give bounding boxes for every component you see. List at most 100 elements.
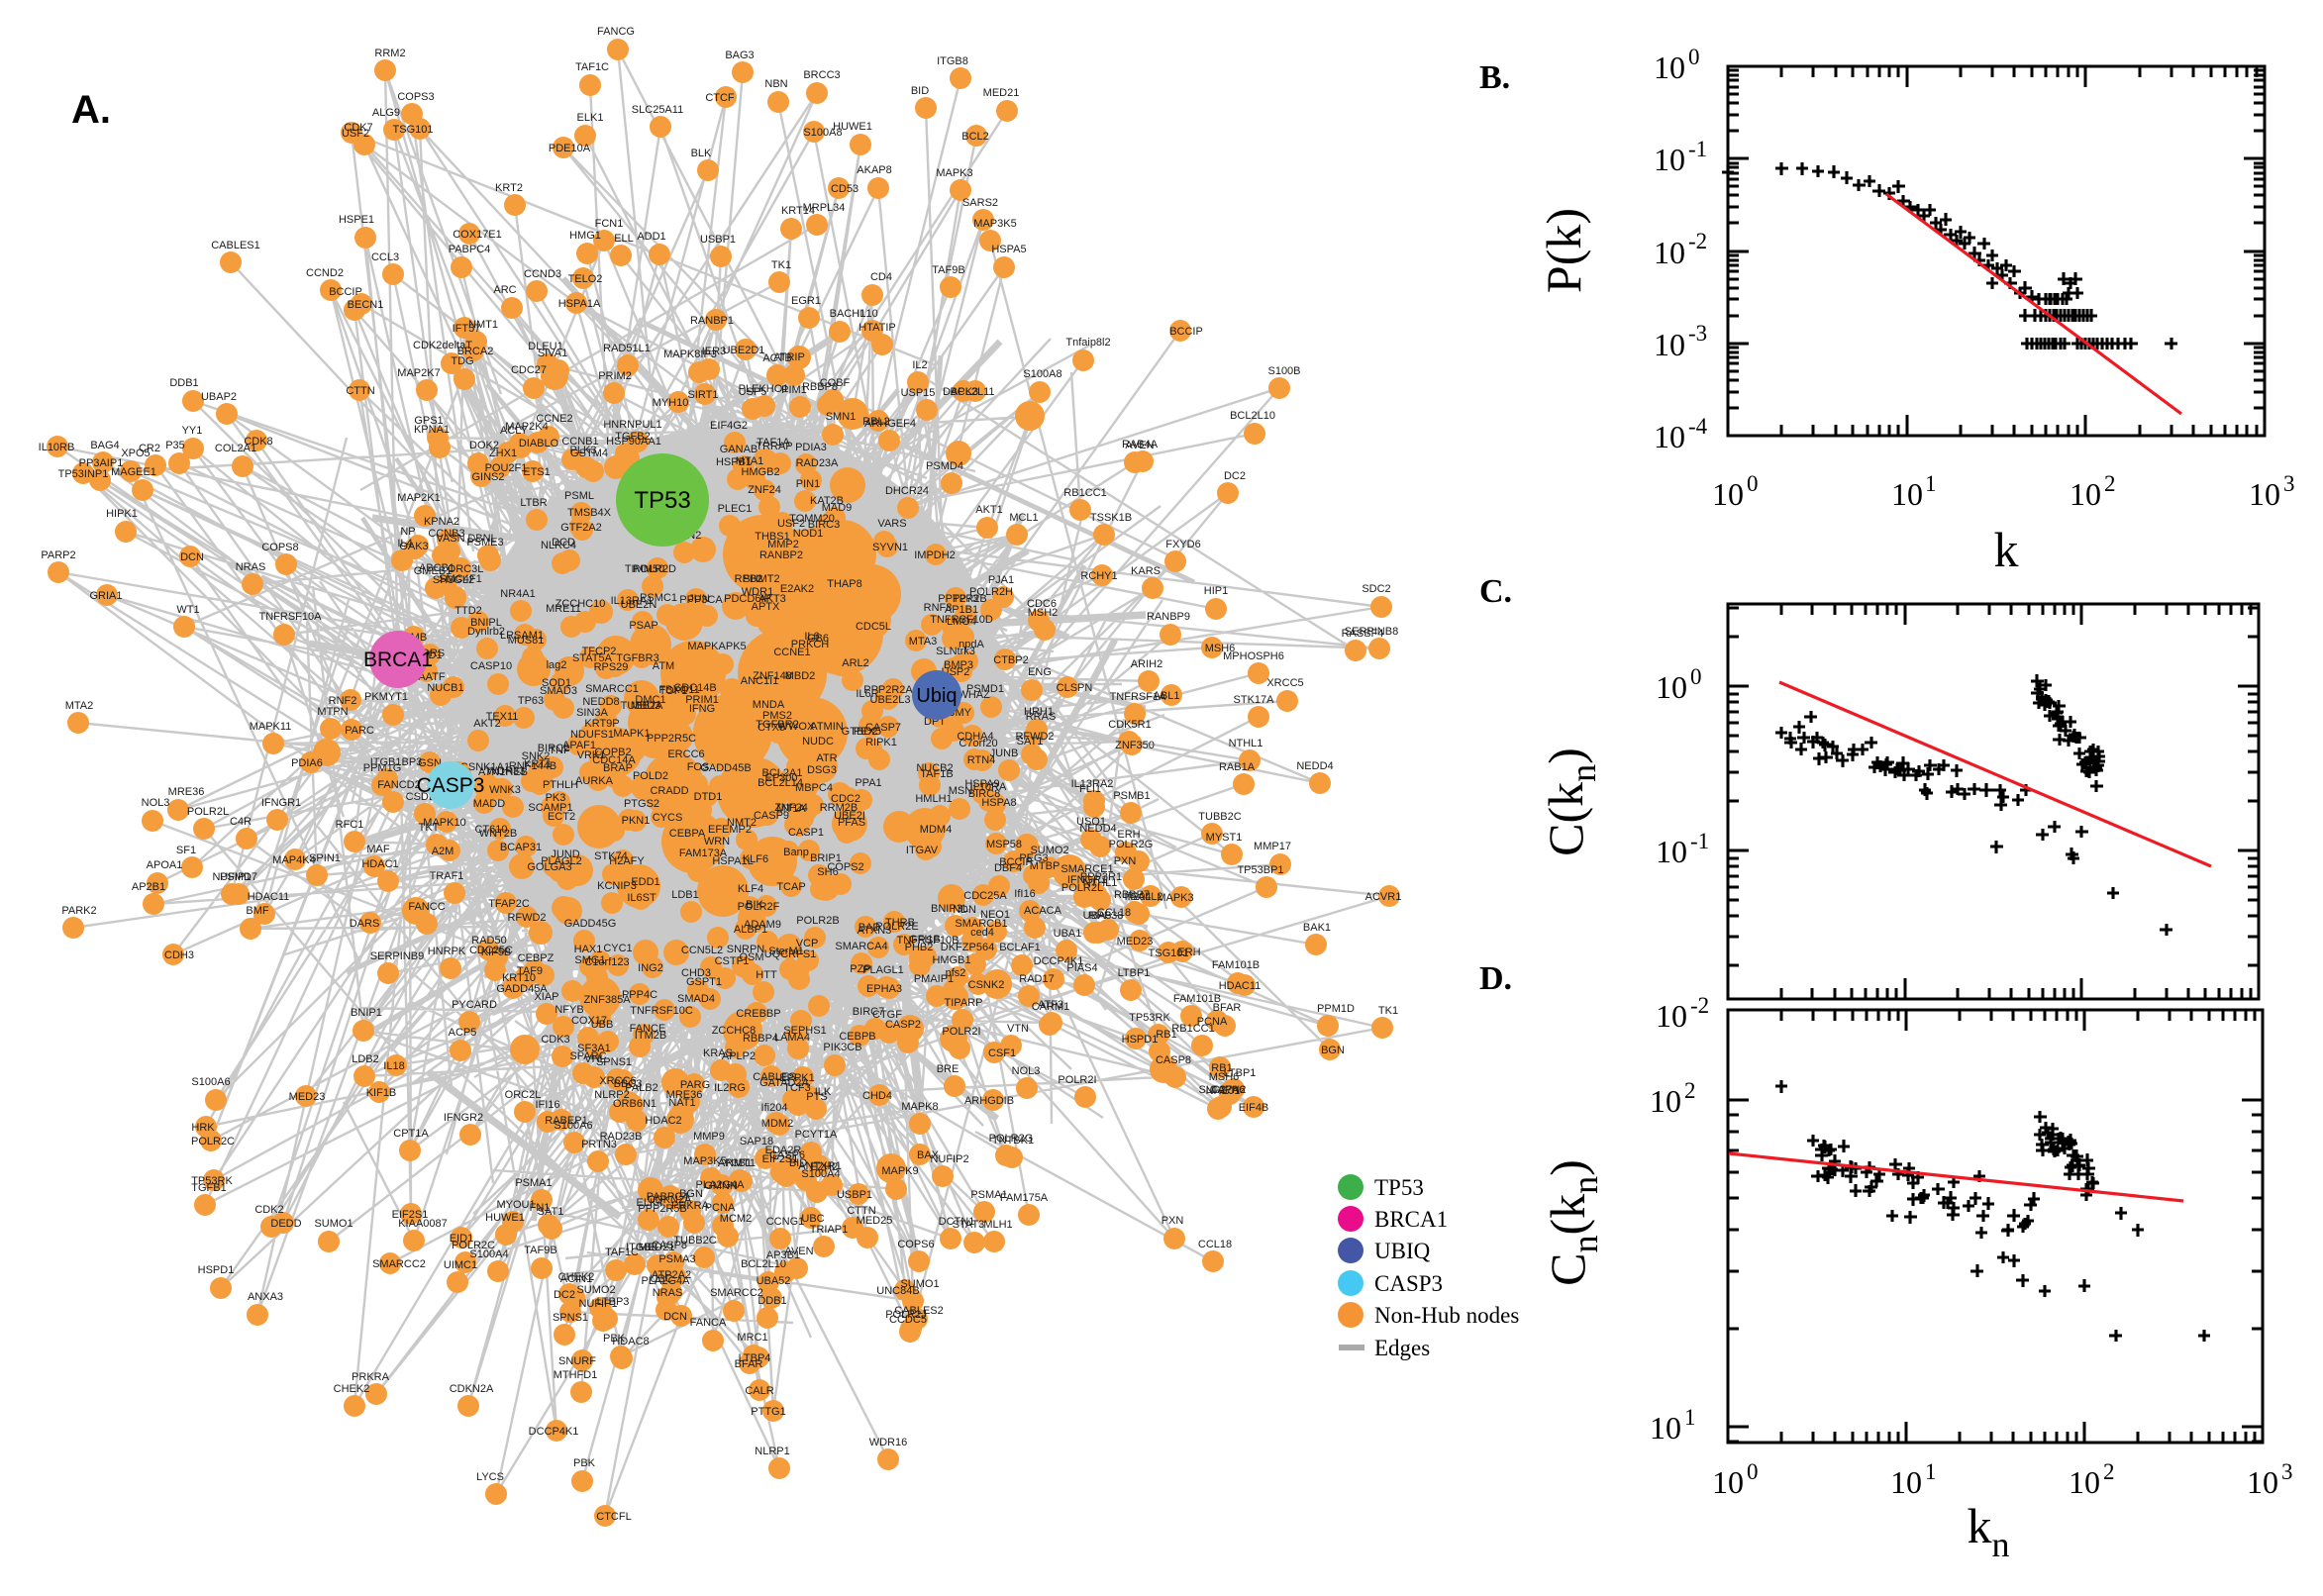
svg-text:KPNA2: KPNA2 bbox=[424, 516, 459, 528]
svg-text:PMAIP1: PMAIP1 bbox=[914, 973, 954, 985]
svg-text:CHD3: CHD3 bbox=[681, 967, 711, 979]
svg-text:PPP2R5B: PPP2R5B bbox=[638, 1203, 687, 1215]
svg-text:SH6: SH6 bbox=[817, 866, 838, 878]
svg-text:PLK3: PLK3 bbox=[570, 445, 597, 456]
svg-text:CSNK2: CSNK2 bbox=[968, 979, 1005, 991]
svg-text:PALB2: PALB2 bbox=[625, 1082, 657, 1094]
svg-text:NHEJ1: NHEJ1 bbox=[1206, 1085, 1241, 1097]
svg-text:TSG101: TSG101 bbox=[1149, 948, 1189, 959]
svg-text:2: 2 bbox=[1684, 1078, 1696, 1103]
svg-text:EDD1: EDD1 bbox=[631, 876, 659, 888]
svg-text:IL6R: IL6R bbox=[856, 688, 878, 700]
svg-text:CR2: CR2 bbox=[139, 443, 160, 454]
svg-text:SUMO1: SUMO1 bbox=[900, 1278, 939, 1290]
svg-text:RAD23A: RAD23A bbox=[796, 457, 839, 469]
svg-text:H2AFY: H2AFY bbox=[609, 855, 645, 867]
svg-text:ITGAV: ITGAV bbox=[906, 845, 939, 856]
svg-text:MED23: MED23 bbox=[1117, 936, 1154, 948]
svg-text:TAF1C: TAF1C bbox=[575, 61, 609, 73]
svg-text:k: k bbox=[1994, 522, 2019, 577]
svg-text:FANCG: FANCG bbox=[597, 26, 635, 38]
svg-text:HSPA1A: HSPA1A bbox=[558, 298, 601, 310]
svg-text:EIF2S1: EIF2S1 bbox=[392, 1209, 429, 1221]
svg-text:BFAR: BFAR bbox=[1213, 1002, 1242, 1014]
svg-text:-4: -4 bbox=[1688, 414, 1708, 439]
svg-text:UBE2I: UBE2I bbox=[834, 810, 865, 822]
svg-text:BRCA1: BRCA1 bbox=[1374, 1207, 1448, 1232]
svg-text:MUS81: MUS81 bbox=[508, 635, 545, 647]
svg-text:10: 10 bbox=[1712, 476, 1744, 512]
svg-text:FN1: FN1 bbox=[530, 1202, 551, 1214]
svg-text:PCNA: PCNA bbox=[1197, 1016, 1228, 1028]
svg-text:UBAP2: UBAP2 bbox=[201, 391, 237, 403]
svg-text:APOA1: APOA1 bbox=[147, 859, 183, 871]
svg-text:10: 10 bbox=[1654, 235, 1685, 270]
svg-text:NLRP1: NLRP1 bbox=[755, 1446, 789, 1457]
svg-text:ATN1HEB: ATN1HEB bbox=[478, 766, 528, 778]
svg-text:XRCC5: XRCC5 bbox=[1266, 677, 1303, 689]
svg-text:POLR2G: POLR2G bbox=[1109, 839, 1154, 850]
svg-text:ACIN1: ACIN1 bbox=[560, 1273, 592, 1285]
svg-text:BRAP: BRAP bbox=[603, 762, 633, 774]
svg-text:KRT10: KRT10 bbox=[502, 972, 536, 984]
svg-text:CASP6: CASP6 bbox=[769, 1149, 805, 1161]
svg-text:Edges: Edges bbox=[1374, 1336, 1430, 1360]
svg-text:ACP5: ACP5 bbox=[449, 1027, 477, 1039]
svg-text:MAPK10: MAPK10 bbox=[423, 817, 465, 829]
svg-text:CDK3: CDK3 bbox=[541, 1034, 569, 1046]
svg-text:RBL2: RBL2 bbox=[862, 416, 890, 428]
svg-text:BAG3: BAG3 bbox=[725, 50, 754, 61]
svg-text:CTTN: CTTN bbox=[346, 385, 374, 397]
svg-text:PPP2R2B: PPP2R2B bbox=[938, 593, 987, 605]
svg-text:RPS29: RPS29 bbox=[594, 661, 629, 673]
svg-text:NRAS: NRAS bbox=[653, 1287, 683, 1299]
svg-text:UBIQ: UBIQ bbox=[1374, 1239, 1431, 1263]
svg-text:DCCP4K1: DCCP4K1 bbox=[1034, 955, 1084, 967]
svg-text:ELL: ELL bbox=[614, 233, 634, 245]
svg-text:MSP58: MSP58 bbox=[986, 839, 1022, 850]
svg-text:TAF9: TAF9 bbox=[517, 965, 543, 977]
svg-text:BMF: BMF bbox=[246, 905, 269, 917]
svg-text:MLH1: MLH1 bbox=[983, 1219, 1012, 1231]
svg-text:PZP: PZP bbox=[850, 963, 870, 975]
svg-text:IL6ST: IL6ST bbox=[627, 892, 656, 904]
svg-text:MBD2: MBD2 bbox=[785, 670, 816, 682]
svg-text:AVEN: AVEN bbox=[1125, 440, 1154, 451]
svg-text:TP53: TP53 bbox=[634, 487, 690, 514]
svg-text:IL18: IL18 bbox=[383, 1060, 404, 1072]
svg-text:DC2: DC2 bbox=[554, 1289, 575, 1301]
svg-text:GB6: GB6 bbox=[807, 633, 829, 645]
svg-text:MRE36: MRE36 bbox=[168, 786, 205, 798]
svg-text:POU2F1: POU2F1 bbox=[485, 462, 528, 474]
svg-text:ILK: ILK bbox=[815, 1086, 832, 1098]
svg-text:MRE36: MRE36 bbox=[666, 1089, 703, 1101]
svg-text:BIK: BIK bbox=[746, 899, 763, 911]
svg-text:MSH2: MSH2 bbox=[1028, 607, 1059, 619]
svg-text:DEDD: DEDD bbox=[270, 1218, 301, 1230]
svg-text:SPNS1: SPNS1 bbox=[553, 1312, 588, 1324]
svg-text:ATXN3: ATXN3 bbox=[858, 925, 892, 937]
svg-text:MAPK11: MAPK11 bbox=[250, 721, 292, 733]
svg-text:NDN: NDN bbox=[953, 904, 976, 916]
svg-text:PKN1: PKN1 bbox=[622, 815, 651, 827]
svg-text:RNF8: RNF8 bbox=[924, 602, 953, 614]
svg-text:SAP18: SAP18 bbox=[740, 1136, 773, 1147]
svg-text:ELK4: ELK4 bbox=[637, 1197, 663, 1209]
svg-text:BCL2L11: BCL2L11 bbox=[950, 386, 994, 398]
svg-text:SMAD4: SMAD4 bbox=[677, 993, 715, 1005]
svg-text:UBC: UBC bbox=[650, 1273, 672, 1285]
svg-text:RAD50: RAD50 bbox=[471, 935, 506, 947]
svg-text:MTPN: MTPN bbox=[317, 706, 348, 718]
svg-text:POLR2H: POLR2H bbox=[969, 586, 1013, 598]
svg-text:HTT: HTT bbox=[756, 969, 777, 981]
svg-text:MTA3: MTA3 bbox=[909, 636, 938, 648]
svg-text:ATMIN: ATMIN bbox=[810, 721, 843, 733]
svg-text:DBF4: DBF4 bbox=[994, 862, 1022, 874]
svg-text:IFNGR1: IFNGR1 bbox=[261, 797, 301, 809]
svg-text:CDC25A: CDC25A bbox=[963, 890, 1007, 902]
svg-text:ZHX1: ZHX1 bbox=[489, 448, 517, 459]
svg-text:POLR2E: POLR2E bbox=[875, 921, 918, 933]
svg-text:SMAD3: SMAD3 bbox=[540, 685, 577, 697]
svg-text:DKFZP564: DKFZP564 bbox=[941, 942, 994, 953]
svg-text:BNIP3L: BNIP3L bbox=[931, 903, 968, 915]
